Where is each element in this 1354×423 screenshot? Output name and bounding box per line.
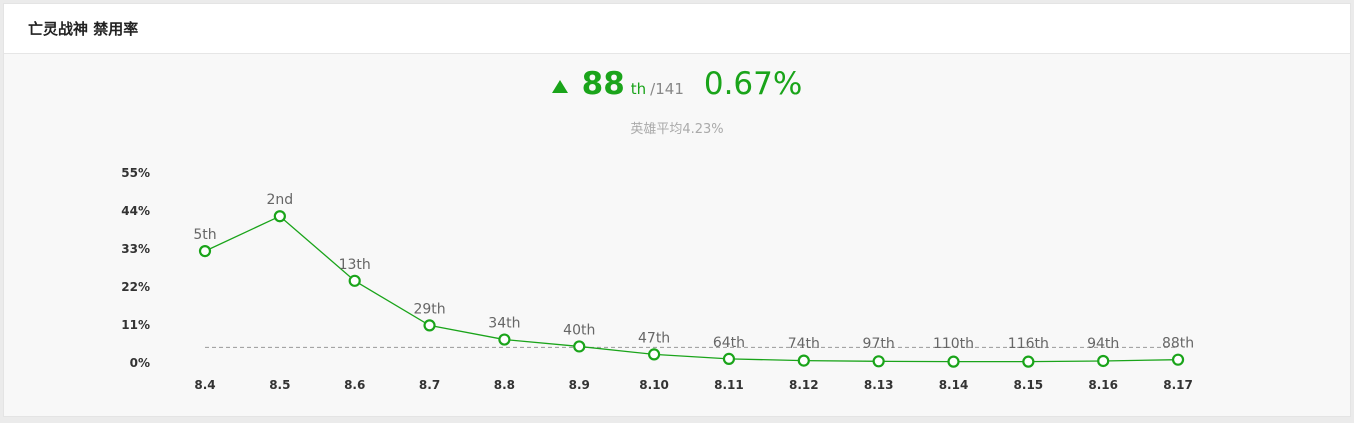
rank-label: 94th (1087, 336, 1119, 352)
x-tick-label: 8.10 (639, 378, 669, 392)
x-tick-label: 8.11 (714, 378, 744, 392)
rank-label: 40th (563, 322, 595, 338)
data-point[interactable] (275, 211, 285, 221)
rank-label: 97th (863, 336, 895, 352)
x-tick-label: 8.14 (939, 378, 969, 392)
rank-label: 116th (1008, 336, 1049, 352)
x-tick-label: 8.17 (1163, 378, 1193, 392)
data-point[interactable] (350, 276, 360, 286)
data-point[interactable] (200, 246, 210, 256)
rank-label: 74th (788, 336, 820, 352)
x-tick-label: 8.16 (1088, 378, 1118, 392)
x-tick-label: 8.6 (344, 378, 365, 392)
y-axis: 55% 44% 33% 22% 11% 0% (121, 166, 150, 370)
rank-label: 110th (933, 336, 974, 352)
rank-labels: 5th 2nd 13th 29th 34th 40th 47th 64th 74th 97th 11… (193, 192, 1194, 352)
rank-label: 2nd (267, 192, 294, 208)
y-tick-label: 0% (130, 356, 150, 370)
rank-label: 34th (488, 316, 520, 332)
x-tick-label: 8.12 (789, 378, 819, 392)
rank-label: 47th (638, 330, 670, 346)
data-point[interactable] (499, 335, 509, 345)
y-tick-label: 11% (121, 318, 150, 332)
y-tick-label: 22% (121, 280, 150, 294)
rank-label: 64th (713, 335, 745, 351)
x-tick-label: 8.15 (1014, 378, 1044, 392)
data-point[interactable] (1023, 357, 1033, 367)
data-point[interactable] (1173, 355, 1183, 365)
x-tick-label: 8.5 (269, 378, 290, 392)
x-tick-label: 8.7 (419, 378, 440, 392)
y-tick-label: 44% (121, 204, 150, 218)
data-point[interactable] (874, 356, 884, 366)
data-point[interactable] (649, 349, 659, 359)
rank-label: 13th (339, 257, 371, 273)
data-point[interactable] (425, 320, 435, 330)
x-axis: 8.4 8.5 8.6 8.7 8.8 8.9 8.10 8.11 8.12 8.13 8.14 8.… (194, 378, 1192, 392)
rank-label: 5th (193, 227, 216, 243)
y-tick-label: 55% (121, 166, 150, 180)
x-tick-label: 8.9 (569, 378, 590, 392)
data-point[interactable] (799, 356, 809, 366)
data-point[interactable] (1098, 356, 1108, 366)
rank-label: 88th (1162, 336, 1194, 352)
x-tick-label: 8.13 (864, 378, 894, 392)
data-point[interactable] (949, 357, 959, 367)
data-point[interactable] (724, 354, 734, 364)
x-tick-label: 8.4 (194, 378, 215, 392)
y-tick-label: 33% (121, 242, 150, 256)
x-tick-label: 8.8 (494, 378, 515, 392)
data-point[interactable] (574, 341, 584, 351)
rank-label: 29th (413, 301, 445, 317)
